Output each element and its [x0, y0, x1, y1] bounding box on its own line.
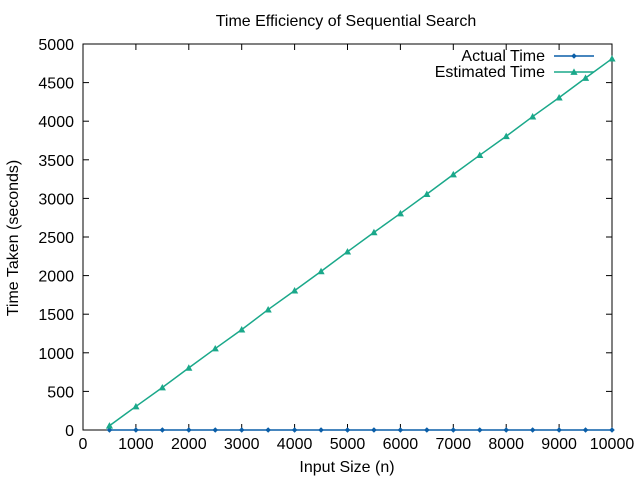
- x-axis-label: Input Size (n): [299, 459, 394, 476]
- x-tick-label: 10000: [590, 436, 635, 453]
- x-tick-label: 7000: [436, 436, 472, 453]
- data-point: [502, 132, 510, 140]
- data-point: [529, 427, 536, 433]
- chart-title: Time Efficiency of Sequential Search: [216, 13, 477, 30]
- data-point: [159, 427, 166, 433]
- y-tick-label: 4500: [38, 76, 74, 93]
- y-tick-label: 0: [65, 423, 74, 440]
- data-point: [238, 427, 245, 433]
- data-point: [423, 190, 431, 198]
- data-point: [212, 427, 219, 433]
- series-line: [109, 58, 613, 427]
- data-point: [132, 402, 140, 410]
- x-tick-label: 6000: [383, 436, 419, 453]
- y-tick-label: 1000: [38, 346, 74, 363]
- data-point: [238, 326, 246, 333]
- data-point: [529, 112, 537, 120]
- y-axis: 0 500 1000 1500 2000 2500 3000 3500 4000 4500 5000: [38, 37, 612, 440]
- data-point: [476, 427, 483, 433]
- y-tick-label: 500: [47, 384, 74, 401]
- data-point: [424, 427, 430, 433]
- data-point: [317, 267, 325, 275]
- legend-label: Actual Time: [461, 48, 545, 65]
- legend-marker: [571, 53, 577, 59]
- data-point: [450, 427, 457, 433]
- series-actual-time: [106, 427, 615, 433]
- plot-frame: [82, 43, 613, 431]
- data-point: [211, 344, 219, 352]
- x-tick-label: 9000: [541, 436, 577, 453]
- x-tick-label: 0: [79, 436, 88, 453]
- data-point: [291, 287, 299, 294]
- x-tick-label: 5000: [330, 436, 366, 453]
- data-point: [556, 427, 562, 433]
- y-tick-label: 5000: [38, 37, 74, 54]
- y-tick-label: 1500: [38, 307, 74, 324]
- y-tick-label: 2500: [38, 230, 74, 247]
- data-point: [186, 427, 192, 433]
- data-point: [608, 55, 616, 62]
- y-axis-label: Time Taken (seconds): [5, 160, 22, 317]
- data-point: [105, 422, 114, 429]
- data-point: [555, 94, 563, 101]
- x-tick-label: 2000: [171, 436, 207, 453]
- data-point: [370, 228, 378, 236]
- data-point: [609, 427, 615, 433]
- series-layer: [105, 55, 616, 433]
- x-tick-label: 8000: [488, 436, 524, 453]
- data-point: [265, 427, 271, 433]
- x-axis: 0 1000 2000 3000 4000 5000 6000 7000 8000 9000 100…: [79, 44, 635, 453]
- data-point: [264, 305, 272, 313]
- y-tick-label: 3500: [38, 153, 74, 170]
- x-tick-label: 3000: [224, 436, 260, 453]
- data-point: [503, 427, 509, 433]
- y-tick-label: 2000: [38, 269, 74, 286]
- legend-marker: [570, 68, 578, 75]
- data-point: [343, 248, 352, 255]
- data-point: [396, 209, 404, 217]
- data-point: [133, 427, 139, 433]
- y-tick-label: 3000: [38, 191, 74, 208]
- legend-label: Estimated Time: [435, 64, 545, 81]
- data-point: [344, 427, 351, 433]
- data-point: [476, 151, 484, 159]
- data-point: [158, 383, 166, 391]
- x-tick-label: 4000: [277, 436, 313, 453]
- data-point: [371, 427, 377, 433]
- data-point: [291, 427, 298, 433]
- data-point: [582, 427, 589, 433]
- data-point: [397, 427, 404, 433]
- data-point: [581, 74, 590, 81]
- data-point: [185, 364, 193, 371]
- x-tick-label: 1000: [118, 436, 154, 453]
- series-estimated-time: [105, 55, 616, 429]
- data-point: [318, 427, 324, 433]
- y-tick-label: 4000: [38, 114, 74, 131]
- data-point: [449, 170, 457, 178]
